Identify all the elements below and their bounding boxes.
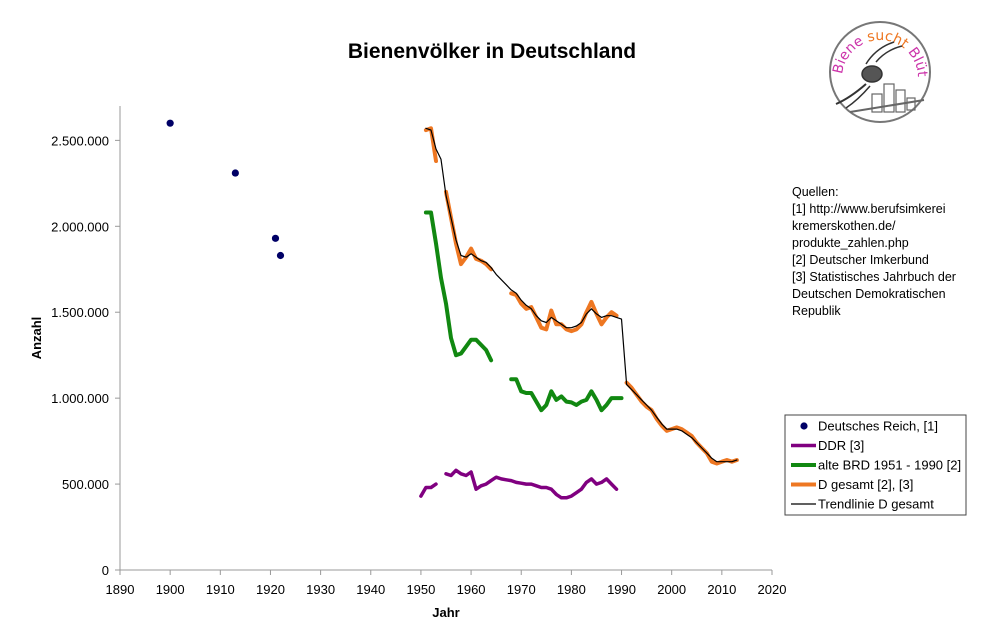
legend-entry: Trendlinie D gesamt (818, 497, 934, 512)
legend-swatch (800, 422, 808, 430)
plot-area (166, 119, 739, 500)
legend-entry: D gesamt [2], [3] (818, 477, 913, 492)
y-tick-label: 2.500.000 (51, 133, 109, 148)
data-point (231, 169, 239, 177)
sources-line: Quellen: (792, 185, 839, 199)
legend: Deutsches Reich, [1] DDR [3] alte BRD 1951… (784, 414, 967, 516)
x-tick-label: 1980 (557, 582, 586, 597)
legend-entry: Deutsches Reich, [1] (818, 419, 938, 434)
bee-icon (835, 41, 903, 109)
x-tick-label: 1900 (156, 582, 185, 597)
sources-note: Quellen: [1] http://www.berufsimkerei kr… (792, 184, 992, 320)
x-tick-label: 2020 (758, 582, 787, 597)
sources-line: Deutschen Demokratischen (792, 287, 946, 301)
x-tick-label: 1960 (457, 582, 486, 597)
x-tick-label: 1940 (356, 582, 385, 597)
y-tick-label: 1.000.000 (51, 391, 109, 406)
series-line (419, 482, 438, 498)
y-tick-label: 1.500.000 (51, 305, 109, 320)
chart-title: Bienenvölker in Deutschland (348, 40, 636, 63)
x-tick-label: 1910 (206, 582, 235, 597)
x-axis-label: Jahr (432, 605, 459, 620)
y-axis-label: Anzahl (29, 317, 44, 360)
skyline-icon (849, 83, 925, 113)
data-point (271, 234, 280, 242)
x-tick-label: 2010 (707, 582, 736, 597)
series-line (509, 377, 624, 413)
series-line (423, 210, 494, 363)
x-tick-label: 1930 (306, 582, 335, 597)
sources-line: kremerskothen.de/ (792, 219, 896, 233)
series-line (425, 127, 738, 463)
x-tick-label: 1920 (256, 582, 285, 597)
series-line (509, 291, 619, 334)
y-tick-label: 2.000.000 (51, 219, 109, 234)
data-point (276, 251, 285, 260)
series-0 (166, 119, 285, 260)
x-tick-label: 1890 (106, 582, 135, 597)
x-tick-label: 1950 (406, 582, 435, 597)
x-tick-label: 2000 (657, 582, 686, 597)
y-tick-label: 500.000 (62, 477, 109, 492)
legend-entry: DDR [3] (818, 438, 864, 453)
x-tick-label: 1970 (507, 582, 536, 597)
series-1 (419, 468, 619, 500)
sources-line: [2] Deutscher Imkerbund (792, 253, 929, 267)
series-4 (425, 127, 738, 463)
series-3 (423, 126, 739, 466)
sources-line: [3] Statistisches Jahrbuch der (792, 270, 956, 284)
sources-line: [1] http://www.berufsimkerei (792, 202, 946, 216)
x-tick-label: 1990 (607, 582, 636, 597)
data-point (166, 119, 174, 127)
sources-line: Republik (792, 304, 841, 318)
axes: 1890 1900 1910 1920 1930 1940 1950 1960 1970 1980… (51, 106, 786, 597)
series-line (444, 189, 494, 272)
logo: Biene sucht Blüte (829, 21, 931, 123)
series-2 (423, 210, 624, 413)
sources-line: produkte_zahlen.php (792, 236, 909, 250)
y-tick-label: 0 (102, 563, 109, 578)
series-line (624, 380, 739, 466)
series-line (444, 468, 619, 500)
legend-entry: alte BRD 1951 - 1990 [2] (818, 458, 961, 473)
